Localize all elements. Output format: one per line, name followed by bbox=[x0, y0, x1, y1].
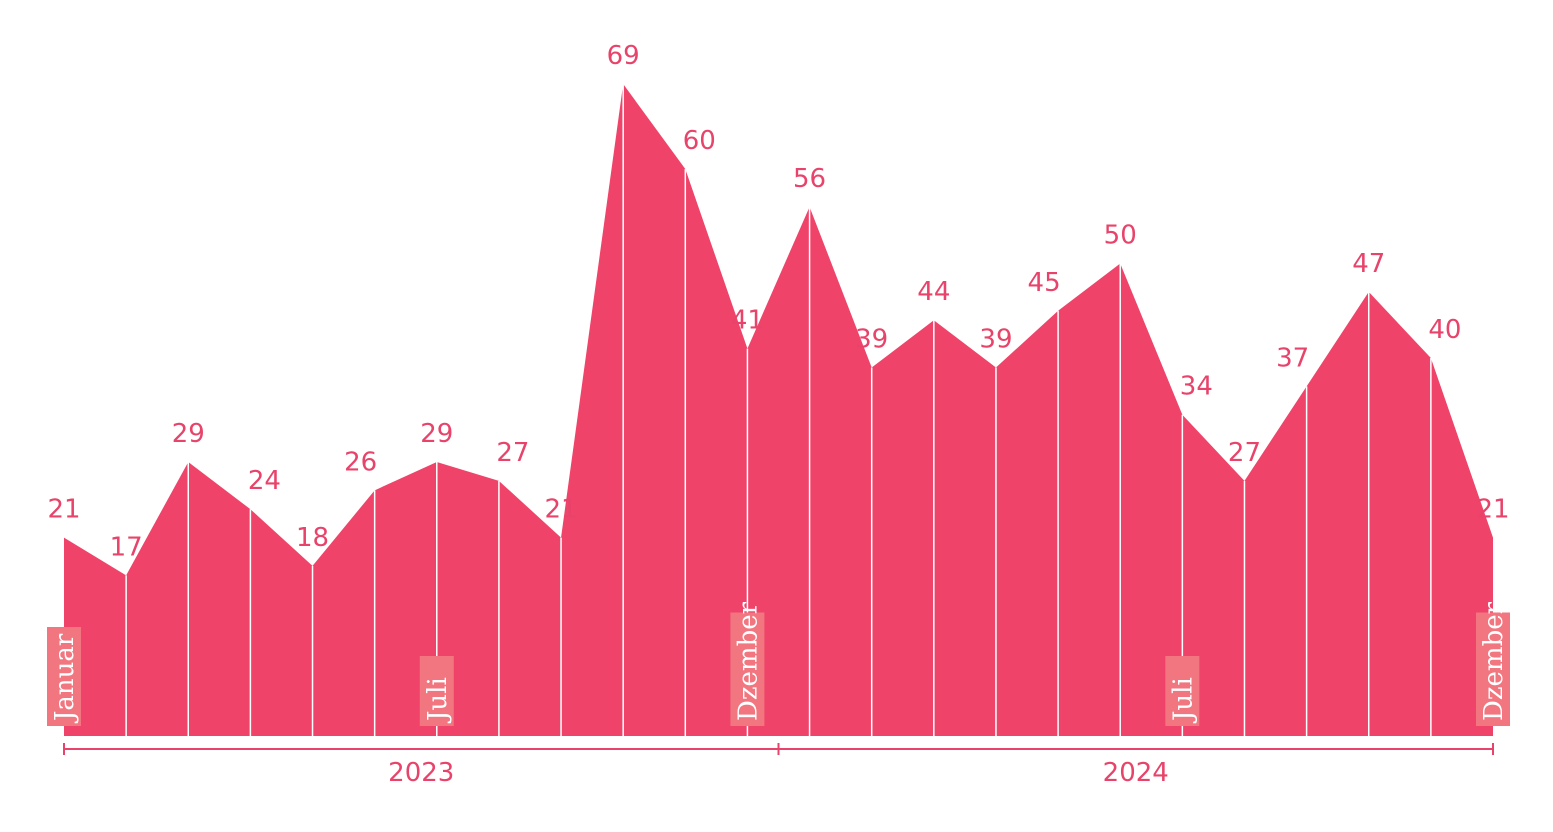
data-label: 24 bbox=[248, 466, 281, 496]
data-label: 37 bbox=[1276, 343, 1309, 373]
data-label: 39 bbox=[855, 324, 888, 354]
month-marker-box bbox=[419, 656, 454, 726]
data-label: 21 bbox=[47, 495, 80, 525]
area-series bbox=[64, 84, 1493, 736]
year-label: 2023 bbox=[388, 758, 454, 788]
data-label: 50 bbox=[1104, 221, 1137, 251]
month-marker-label: Juli bbox=[423, 677, 453, 724]
month-marker: Dzember bbox=[1476, 601, 1510, 726]
month-marker-label: Januar bbox=[50, 633, 80, 724]
data-label: 47 bbox=[1352, 249, 1385, 279]
month-marker-box bbox=[1165, 656, 1200, 726]
data-label: 69 bbox=[607, 41, 640, 71]
month-marker: Juli bbox=[419, 656, 454, 726]
month-marker-label: Juli bbox=[1168, 677, 1198, 724]
data-label: 26 bbox=[344, 447, 377, 477]
month-marker-label: Dzember bbox=[1479, 601, 1509, 721]
data-label: 39 bbox=[979, 324, 1012, 354]
data-label: 29 bbox=[172, 419, 205, 449]
month-marker: Dzember bbox=[730, 601, 765, 726]
month-marker: Januar bbox=[47, 627, 81, 726]
month-marker-label: Dzember bbox=[733, 601, 763, 721]
data-label: 41 bbox=[731, 306, 764, 336]
data-label: 40 bbox=[1428, 315, 1461, 345]
data-label: 60 bbox=[683, 126, 716, 156]
data-label: 56 bbox=[793, 164, 826, 194]
data-label: 18 bbox=[296, 523, 329, 553]
month-marker-box bbox=[1476, 612, 1510, 726]
month-marker-box bbox=[47, 627, 81, 726]
data-label: 44 bbox=[917, 277, 950, 307]
data-label: 45 bbox=[1028, 268, 1061, 298]
data-label: 34 bbox=[1180, 372, 1213, 402]
month-marker-box bbox=[730, 612, 765, 726]
data-label: 27 bbox=[496, 438, 529, 468]
data-label: 27 bbox=[1228, 438, 1261, 468]
year-label: 2024 bbox=[1103, 758, 1169, 788]
data-label: 29 bbox=[420, 419, 453, 449]
data-label: 21 bbox=[1476, 495, 1509, 525]
data-label: 21 bbox=[544, 495, 577, 525]
data-label: 17 bbox=[110, 532, 143, 562]
month-marker: Juli bbox=[1165, 656, 1200, 726]
